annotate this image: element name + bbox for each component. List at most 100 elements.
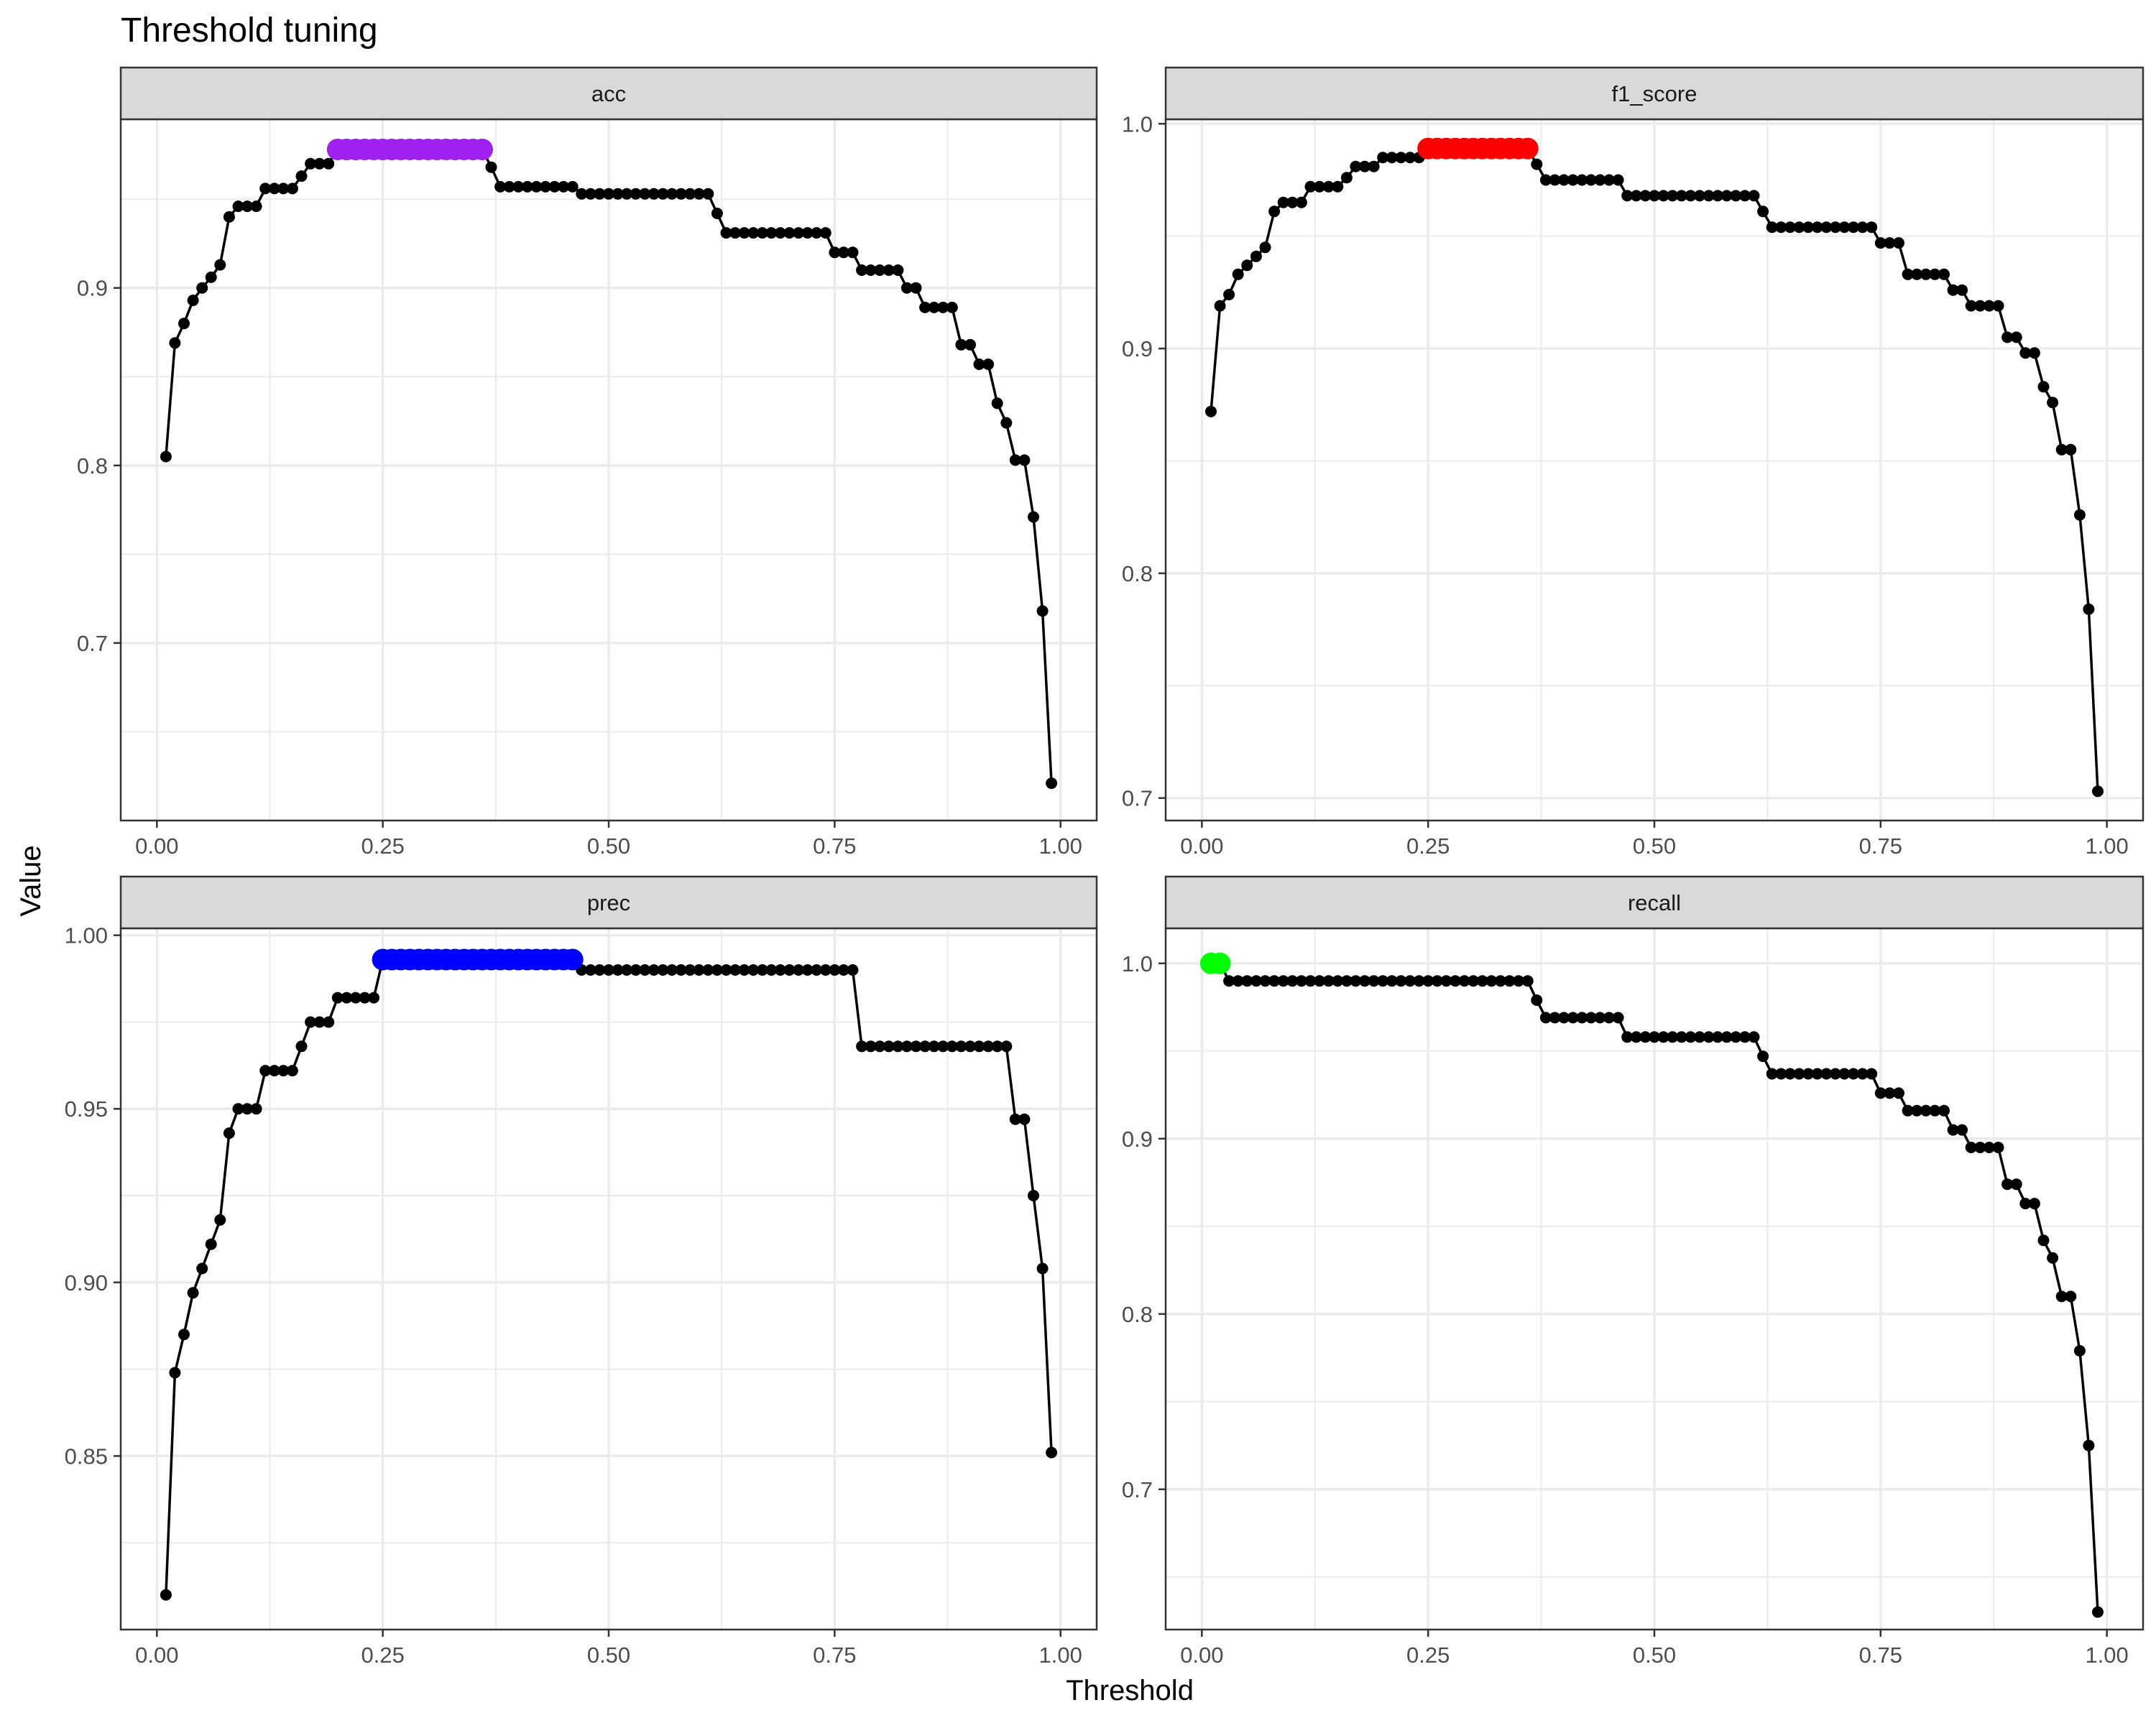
data-point [1386, 152, 1398, 164]
data-point [1476, 975, 1488, 987]
data-point [1576, 174, 1588, 186]
data-point [1468, 975, 1480, 987]
x-tick-label: 0.50 [587, 1642, 630, 1668]
data-point [603, 188, 614, 200]
data-point [1720, 190, 1733, 202]
y-tick-label: 0.9 [1122, 1127, 1153, 1152]
data-point [223, 1127, 235, 1140]
data-point [2028, 347, 2040, 359]
data-point [1539, 1012, 1552, 1024]
data-point [1748, 190, 1760, 202]
data-point [774, 964, 786, 976]
data-point [847, 246, 859, 259]
data-point [1838, 1068, 1851, 1080]
strip-background [1164, 66, 2145, 121]
x-tick-label: 0.75 [1859, 833, 1902, 859]
data-point [241, 200, 253, 213]
data-point [1205, 405, 1217, 417]
data-point [1829, 221, 1841, 234]
data-point [1223, 289, 1235, 300]
data-point [711, 964, 723, 976]
data-point [1802, 221, 1815, 234]
data-point [666, 188, 678, 200]
data-point [1295, 196, 1307, 208]
data-point [2073, 1345, 2086, 1357]
data-point [693, 188, 705, 200]
data-point [548, 180, 561, 193]
data-point [1738, 190, 1751, 202]
data-point [2055, 443, 2068, 456]
data-point [1450, 975, 1461, 987]
data-point [1576, 1012, 1588, 1024]
data-point [2092, 785, 2104, 798]
data-point [250, 1103, 262, 1115]
data-point [214, 1214, 226, 1226]
data-point [1558, 174, 1570, 186]
data-point [205, 1238, 217, 1250]
strip-label-f1_score: f1_score [1612, 81, 1697, 106]
data-point [1911, 268, 1923, 280]
data-point [1259, 241, 1271, 254]
data-point [1594, 1012, 1606, 1024]
data-point [1667, 1031, 1679, 1043]
x-tick-label: 0.00 [135, 833, 178, 859]
strip-background [119, 66, 1098, 121]
data-point [1036, 605, 1049, 617]
data-point [169, 1367, 181, 1379]
data-point [178, 318, 190, 330]
data-point [1241, 975, 1253, 987]
data-point [1395, 152, 1407, 164]
data-point [1947, 284, 1959, 296]
data-point [341, 992, 353, 1004]
data-point [1603, 174, 1615, 186]
data-point [603, 964, 614, 976]
data-point [594, 188, 606, 200]
data-point [765, 964, 778, 976]
data-point [1848, 221, 1859, 234]
data-point [223, 211, 235, 223]
data-point [1793, 1068, 1805, 1080]
data-point [1920, 1104, 1932, 1117]
data-point [232, 1103, 244, 1115]
data-point [540, 180, 551, 193]
data-point [1000, 417, 1013, 429]
data-point [2001, 331, 2014, 343]
data-point [277, 1065, 290, 1077]
strip-label-prec: prec [587, 890, 630, 915]
data-point [1920, 268, 1932, 280]
data-point [1612, 1012, 1624, 1024]
data-point [1784, 1068, 1796, 1080]
data-point [973, 1040, 985, 1053]
data-point [1929, 1104, 1941, 1117]
data-point [1884, 237, 1896, 249]
data-point [702, 964, 714, 976]
data-point [1703, 190, 1715, 202]
data-point [1340, 172, 1353, 184]
data-point [1766, 1068, 1778, 1080]
data-point [2037, 381, 2050, 393]
data-point [1738, 1031, 1751, 1043]
data-point [1368, 975, 1380, 987]
x-tick-label: 0.50 [587, 833, 630, 859]
data-point [1675, 1031, 1687, 1043]
data-point [1340, 975, 1353, 987]
x-tick-label: 1.00 [2085, 1642, 2128, 1668]
data-point [305, 157, 317, 170]
data-point [928, 1040, 940, 1053]
best-threshold-point [561, 948, 584, 971]
data-point [883, 1040, 895, 1053]
data-point [521, 180, 533, 193]
data-point [1531, 158, 1543, 170]
data-point [1494, 975, 1506, 987]
data-point [874, 1040, 886, 1053]
data-point [1413, 975, 1425, 987]
data-point [774, 227, 786, 239]
data-point [566, 180, 579, 193]
data-point [1549, 174, 1561, 186]
best-threshold-point [471, 139, 493, 160]
data-point [1793, 221, 1805, 234]
data-point [1241, 259, 1253, 272]
data-point [2028, 1198, 2040, 1210]
data-point [1612, 174, 1624, 186]
data-point [1250, 250, 1262, 262]
